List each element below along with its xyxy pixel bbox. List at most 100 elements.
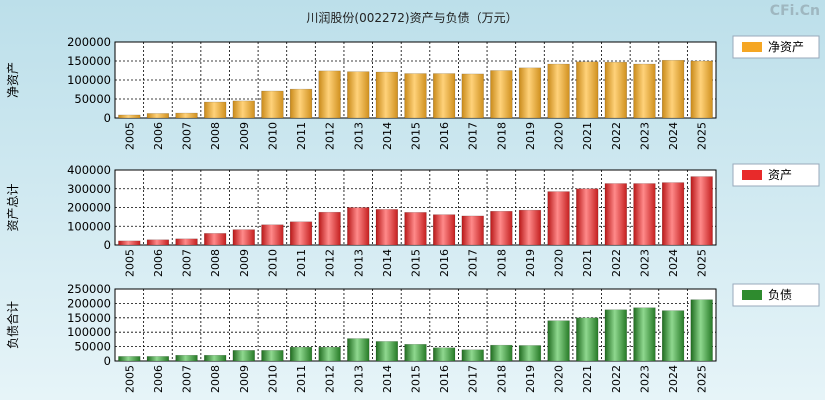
bar-total-assets-2015 — [404, 212, 427, 246]
bar-net-assets-2018 — [490, 70, 513, 119]
y-axis-label-net-assets: 净资产 — [6, 62, 20, 98]
x-tick-label: 2009 — [238, 365, 251, 393]
x-tick-label: 2008 — [209, 249, 222, 277]
x-tick-label: 2020 — [553, 365, 566, 393]
bar-total-assets-2006 — [146, 239, 170, 246]
x-tick-label: 2009 — [238, 249, 251, 277]
x-tick-label: 2019 — [524, 365, 537, 393]
x-tick-label: 2015 — [410, 365, 423, 393]
x-tick-label: 2022 — [610, 122, 623, 150]
y-tick-label: 150000 — [67, 54, 111, 68]
bar-net-assets-2008 — [204, 101, 227, 119]
bar-liabilities-2013 — [347, 338, 370, 362]
y-axis-label-total-assets: 资产总计 — [6, 183, 20, 231]
x-tick-label: 2022 — [610, 365, 623, 393]
x-tick-label: 2015 — [410, 249, 423, 277]
x-tick-label: 2022 — [610, 249, 623, 277]
bar-liabilities-2025 — [690, 299, 713, 362]
bar-liabilities-2014 — [375, 341, 399, 362]
bar-total-assets-2016 — [432, 214, 456, 246]
bar-total-assets-2022 — [604, 183, 627, 246]
bar-liabilities-2019 — [518, 345, 542, 362]
x-tick-label: 2007 — [181, 365, 194, 393]
bar-net-assets-2017 — [461, 73, 484, 119]
bar-total-assets-2010 — [261, 224, 284, 246]
x-tick-label: 2016 — [438, 365, 451, 393]
x-tick-label: 2011 — [295, 249, 308, 277]
legend-box-total-assets — [732, 163, 820, 187]
bar-total-assets-2007 — [175, 238, 198, 246]
bar-total-assets-2018 — [490, 211, 513, 246]
bar-total-assets-2008 — [204, 233, 227, 246]
bar-net-assets-2023 — [633, 63, 656, 119]
bar-net-assets-2012 — [318, 70, 341, 119]
bar-liabilities-2012 — [318, 346, 341, 362]
y-tick-label: 0 — [104, 354, 111, 368]
x-tick-label: 2025 — [696, 122, 709, 150]
bar-liabilities-2017 — [461, 349, 484, 362]
x-tick-label: 2005 — [123, 249, 136, 277]
bar-net-assets-2020 — [547, 63, 570, 119]
bar-liabilities-2006 — [146, 356, 170, 362]
bar-total-assets-2009 — [232, 229, 255, 246]
y-tick-label: 200000 — [67, 296, 111, 310]
bar-net-assets-2009 — [232, 100, 255, 119]
x-tick-label: 2005 — [123, 365, 136, 393]
x-tick-label: 2011 — [295, 365, 308, 393]
bar-liabilities-2020 — [547, 320, 570, 362]
bar-liabilities-2022 — [604, 309, 627, 362]
x-tick-label: 2023 — [638, 365, 651, 393]
y-tick-label: 100000 — [67, 325, 111, 339]
bar-total-assets-2023 — [633, 183, 656, 246]
x-tick-label: 2019 — [524, 122, 537, 150]
legend-label-total-assets: 资产 — [768, 168, 792, 182]
bar-liabilities-2008 — [204, 354, 227, 362]
x-tick-label: 2017 — [467, 249, 480, 277]
bar-total-assets-2017 — [461, 215, 484, 246]
y-tick-label: 50000 — [74, 340, 111, 354]
bar-total-assets-2005 — [118, 240, 141, 246]
panel-total-assets: 0 100000 200000 300000 400000 2005 2006 2007 200… — [6, 163, 820, 277]
x-tick-label: 2024 — [667, 249, 680, 277]
y-tick-label: 50000 — [74, 92, 111, 106]
x-tick-label: 2008 — [209, 365, 222, 393]
x-tick-label: 2024 — [667, 122, 680, 150]
bar-total-assets-2025 — [690, 176, 713, 246]
bar-net-assets-2007 — [175, 112, 198, 119]
x-tick-label: 2014 — [381, 365, 394, 393]
bar-total-assets-2013 — [347, 207, 370, 246]
x-tick-label: 2009 — [238, 122, 251, 150]
legend-swatch-total-assets — [742, 170, 762, 180]
bar-liabilities-2018 — [490, 344, 513, 362]
x-tick-label: 2016 — [438, 122, 451, 150]
bar-total-assets-2021 — [576, 188, 599, 246]
x-tick-label: 2007 — [181, 249, 194, 277]
x-tick-label: 2025 — [696, 365, 709, 393]
x-tick-label: 2010 — [266, 249, 279, 277]
x-tick-label: 2023 — [638, 122, 651, 150]
x-tick-label: 2021 — [581, 365, 594, 393]
x-tick-label: 2018 — [495, 249, 508, 277]
x-tick-label: 2013 — [352, 122, 365, 150]
y-tick-label: 250000 — [67, 282, 111, 296]
x-tick-label: 2023 — [638, 249, 651, 277]
bar-net-assets-2006 — [146, 113, 170, 119]
bar-net-assets-2005 — [118, 114, 141, 119]
bar-liabilities-2023 — [633, 307, 656, 362]
bar-total-assets-2011 — [289, 221, 313, 246]
x-tick-label: 2014 — [381, 249, 394, 277]
x-tick-label: 2021 — [581, 249, 594, 277]
legend-box-liabilities — [732, 283, 820, 307]
x-tick-label: 2010 — [266, 365, 279, 393]
bar-liabilities-2005 — [118, 356, 141, 362]
bar-liabilities-2015 — [404, 344, 427, 362]
x-tick-label: 2012 — [324, 122, 337, 150]
y-tick-label: 200000 — [67, 201, 111, 215]
bar-total-assets-2012 — [318, 211, 341, 246]
x-tick-label: 2017 — [467, 365, 480, 393]
bar-liabilities-2021 — [576, 317, 599, 362]
x-tick-label: 2011 — [295, 122, 308, 150]
x-tick-label: 2012 — [324, 249, 337, 277]
bar-liabilities-2010 — [261, 350, 284, 362]
